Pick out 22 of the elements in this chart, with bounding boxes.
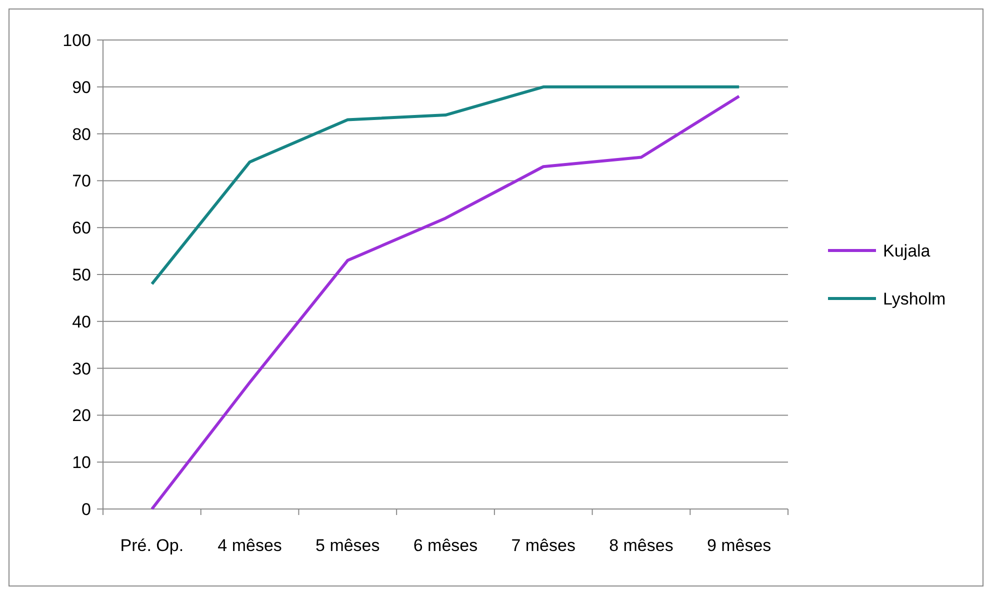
x-tick-label: 8 mêses	[609, 536, 674, 555]
y-tick-label: 60	[72, 218, 91, 238]
x-tick-label: 9 mêses	[706, 536, 772, 555]
y-tick-label: 40	[72, 312, 91, 332]
y-tick-label: 90	[72, 78, 91, 97]
y-tick-label: 50	[72, 265, 91, 284]
y-tick-label: 100	[62, 30, 91, 50]
legend-label: Lysholm	[883, 289, 946, 308]
line-series	[150, 85, 741, 286]
y-tick-label: 10	[72, 453, 91, 472]
x-tick-label: 7 mêses	[511, 536, 576, 555]
x-tick-label: 4 mêses	[218, 536, 282, 555]
y-tick-label: 30	[72, 359, 91, 378]
x-tick-label: 6 mêses	[413, 536, 478, 555]
legend-label: Kujala	[883, 241, 931, 260]
y-tick-label: 0	[82, 500, 91, 519]
line-series	[150, 94, 741, 510]
y-tick-label: 80	[72, 124, 91, 144]
y-tick-label: 70	[72, 172, 91, 191]
x-tick-label: Pré. Op.	[120, 536, 184, 555]
x-tick-label: 5 mêses	[316, 536, 380, 555]
y-tick-label: 20	[72, 406, 91, 426]
